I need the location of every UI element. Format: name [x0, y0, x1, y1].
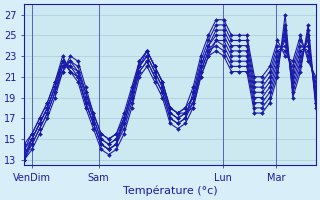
X-axis label: Température (°c): Température (°c)	[123, 185, 217, 196]
